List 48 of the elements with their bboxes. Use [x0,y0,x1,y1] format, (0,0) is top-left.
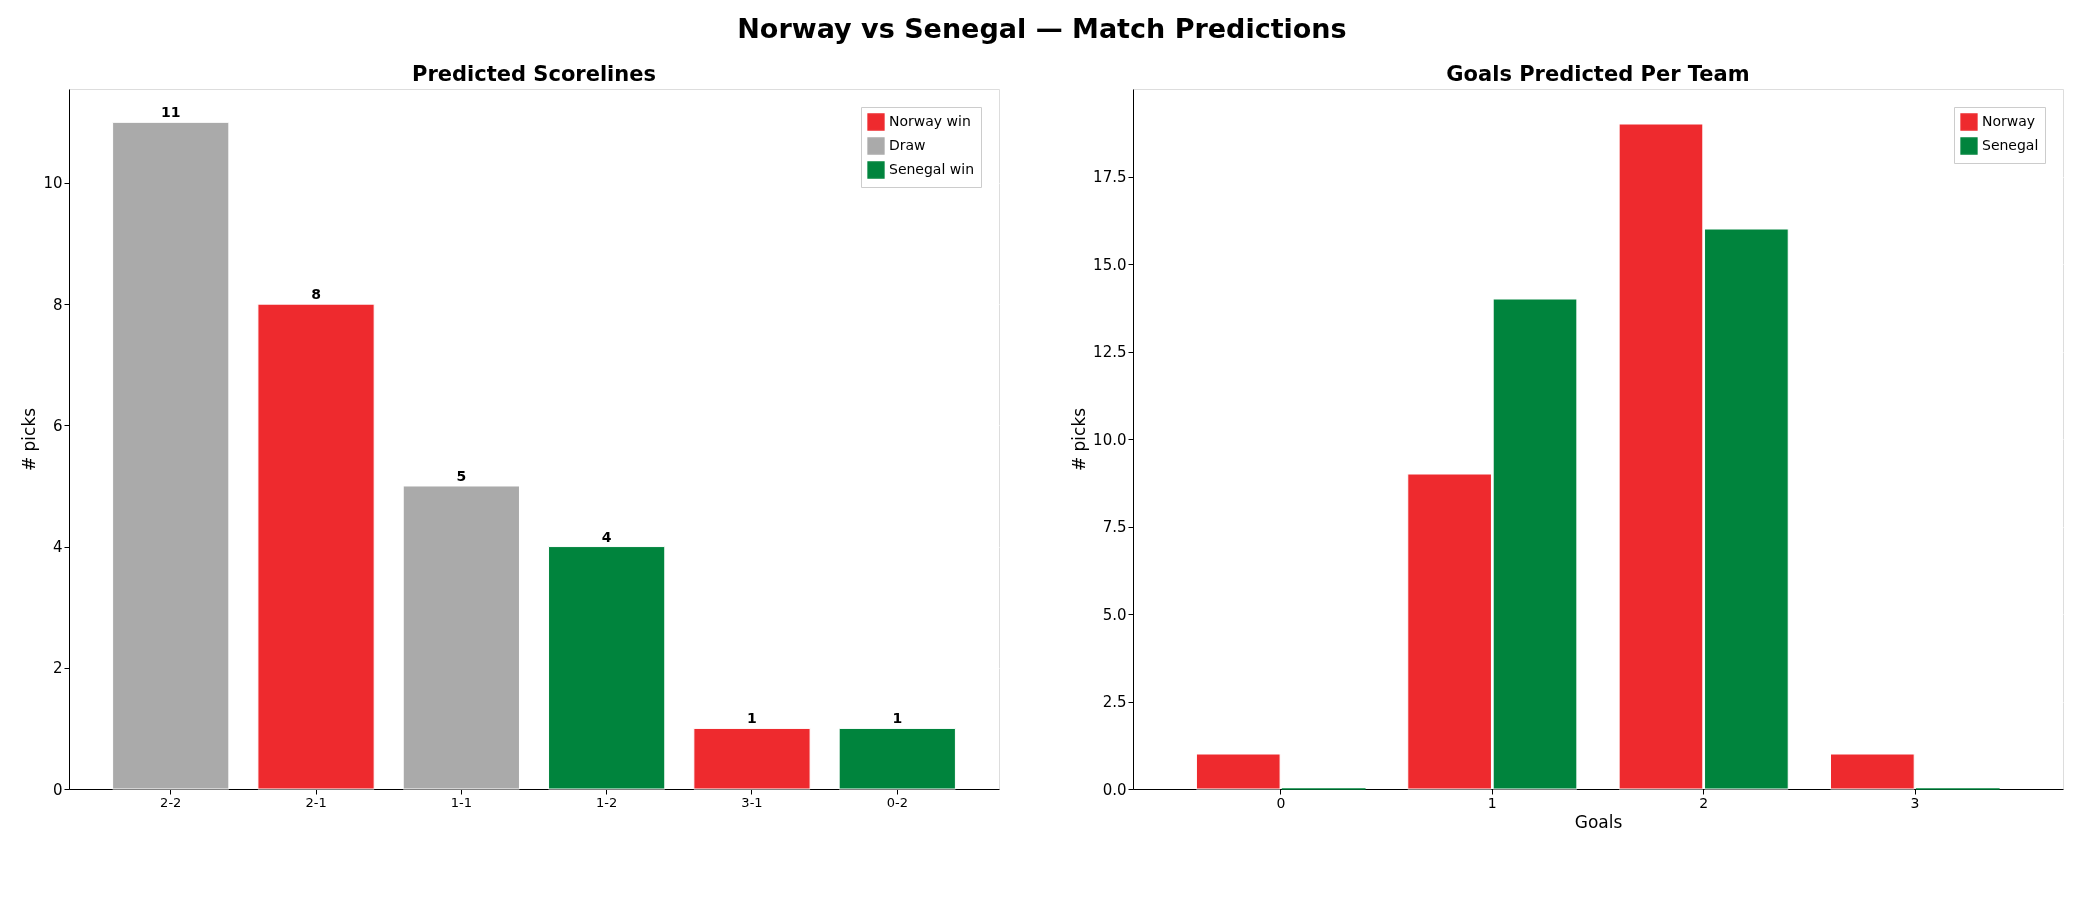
data-label: 1 [747,710,757,727]
y-tick-label: 7.5 [1102,518,1127,536]
chart-title: Predicted Scorelines [412,62,656,86]
y-tick-label: 4 [52,538,63,557]
chart-title: Goals Predicted Per Team [1446,62,1750,86]
bar [838,727,956,790]
x-tick-label: 1-1 [450,794,472,810]
x-tick-label: 2-2 [160,794,182,810]
y-tick-label: 0.0 [1102,780,1127,799]
y-axis-title: # picks [19,407,40,472]
x-tick-label: 2 [1699,794,1709,811]
x-tick-label: 1-2 [596,794,618,810]
x-tick-label: 1 [1487,794,1497,811]
data-label: 4 [601,528,612,545]
data-label: 5 [456,467,467,484]
bar [548,546,666,790]
x-tick-label: 3-1 [741,794,763,810]
bar [1830,753,1915,790]
x-tick-label: 2-1 [305,794,327,810]
x-axis-title: Goals [1574,811,1623,832]
x-tick-label: 0-2 [886,794,908,810]
data-label: 11 [160,104,181,121]
bar [1195,753,1281,790]
legend-label: Norway win [889,113,971,129]
x-tick-label: 0 [1276,794,1286,811]
data-label: 8 [311,286,321,303]
y-tick-label: 10.0 [1093,430,1127,449]
y-tick-label: 6 [52,416,63,435]
y-tick-label: 5.0 [1102,605,1127,624]
bar [257,303,375,790]
y-tick-label: 2.5 [1102,693,1127,711]
y-tick-label: 12.5 [1093,343,1127,361]
legend-label: Norway [1982,113,2036,129]
bar [112,121,230,790]
y-tick-label: 17.5 [1093,168,1127,186]
text: Norway vs Senegal — Match Predictions [737,12,1347,44]
y-tick-label: 8 [52,295,63,314]
bar [402,485,520,790]
legend-label: Senegal [1982,137,2039,153]
bar [693,727,811,790]
legend-label: Draw [889,137,926,153]
legend-label: Senegal win [889,161,975,177]
data-label: 1 [892,710,903,727]
y-axis-title: # picks [1069,407,1090,472]
y-tick-label: 2 [52,659,63,678]
y-tick-label: 10 [43,174,63,193]
y-tick-label: 15.0 [1093,255,1127,274]
x-tick-label: 3 [1910,794,1920,811]
